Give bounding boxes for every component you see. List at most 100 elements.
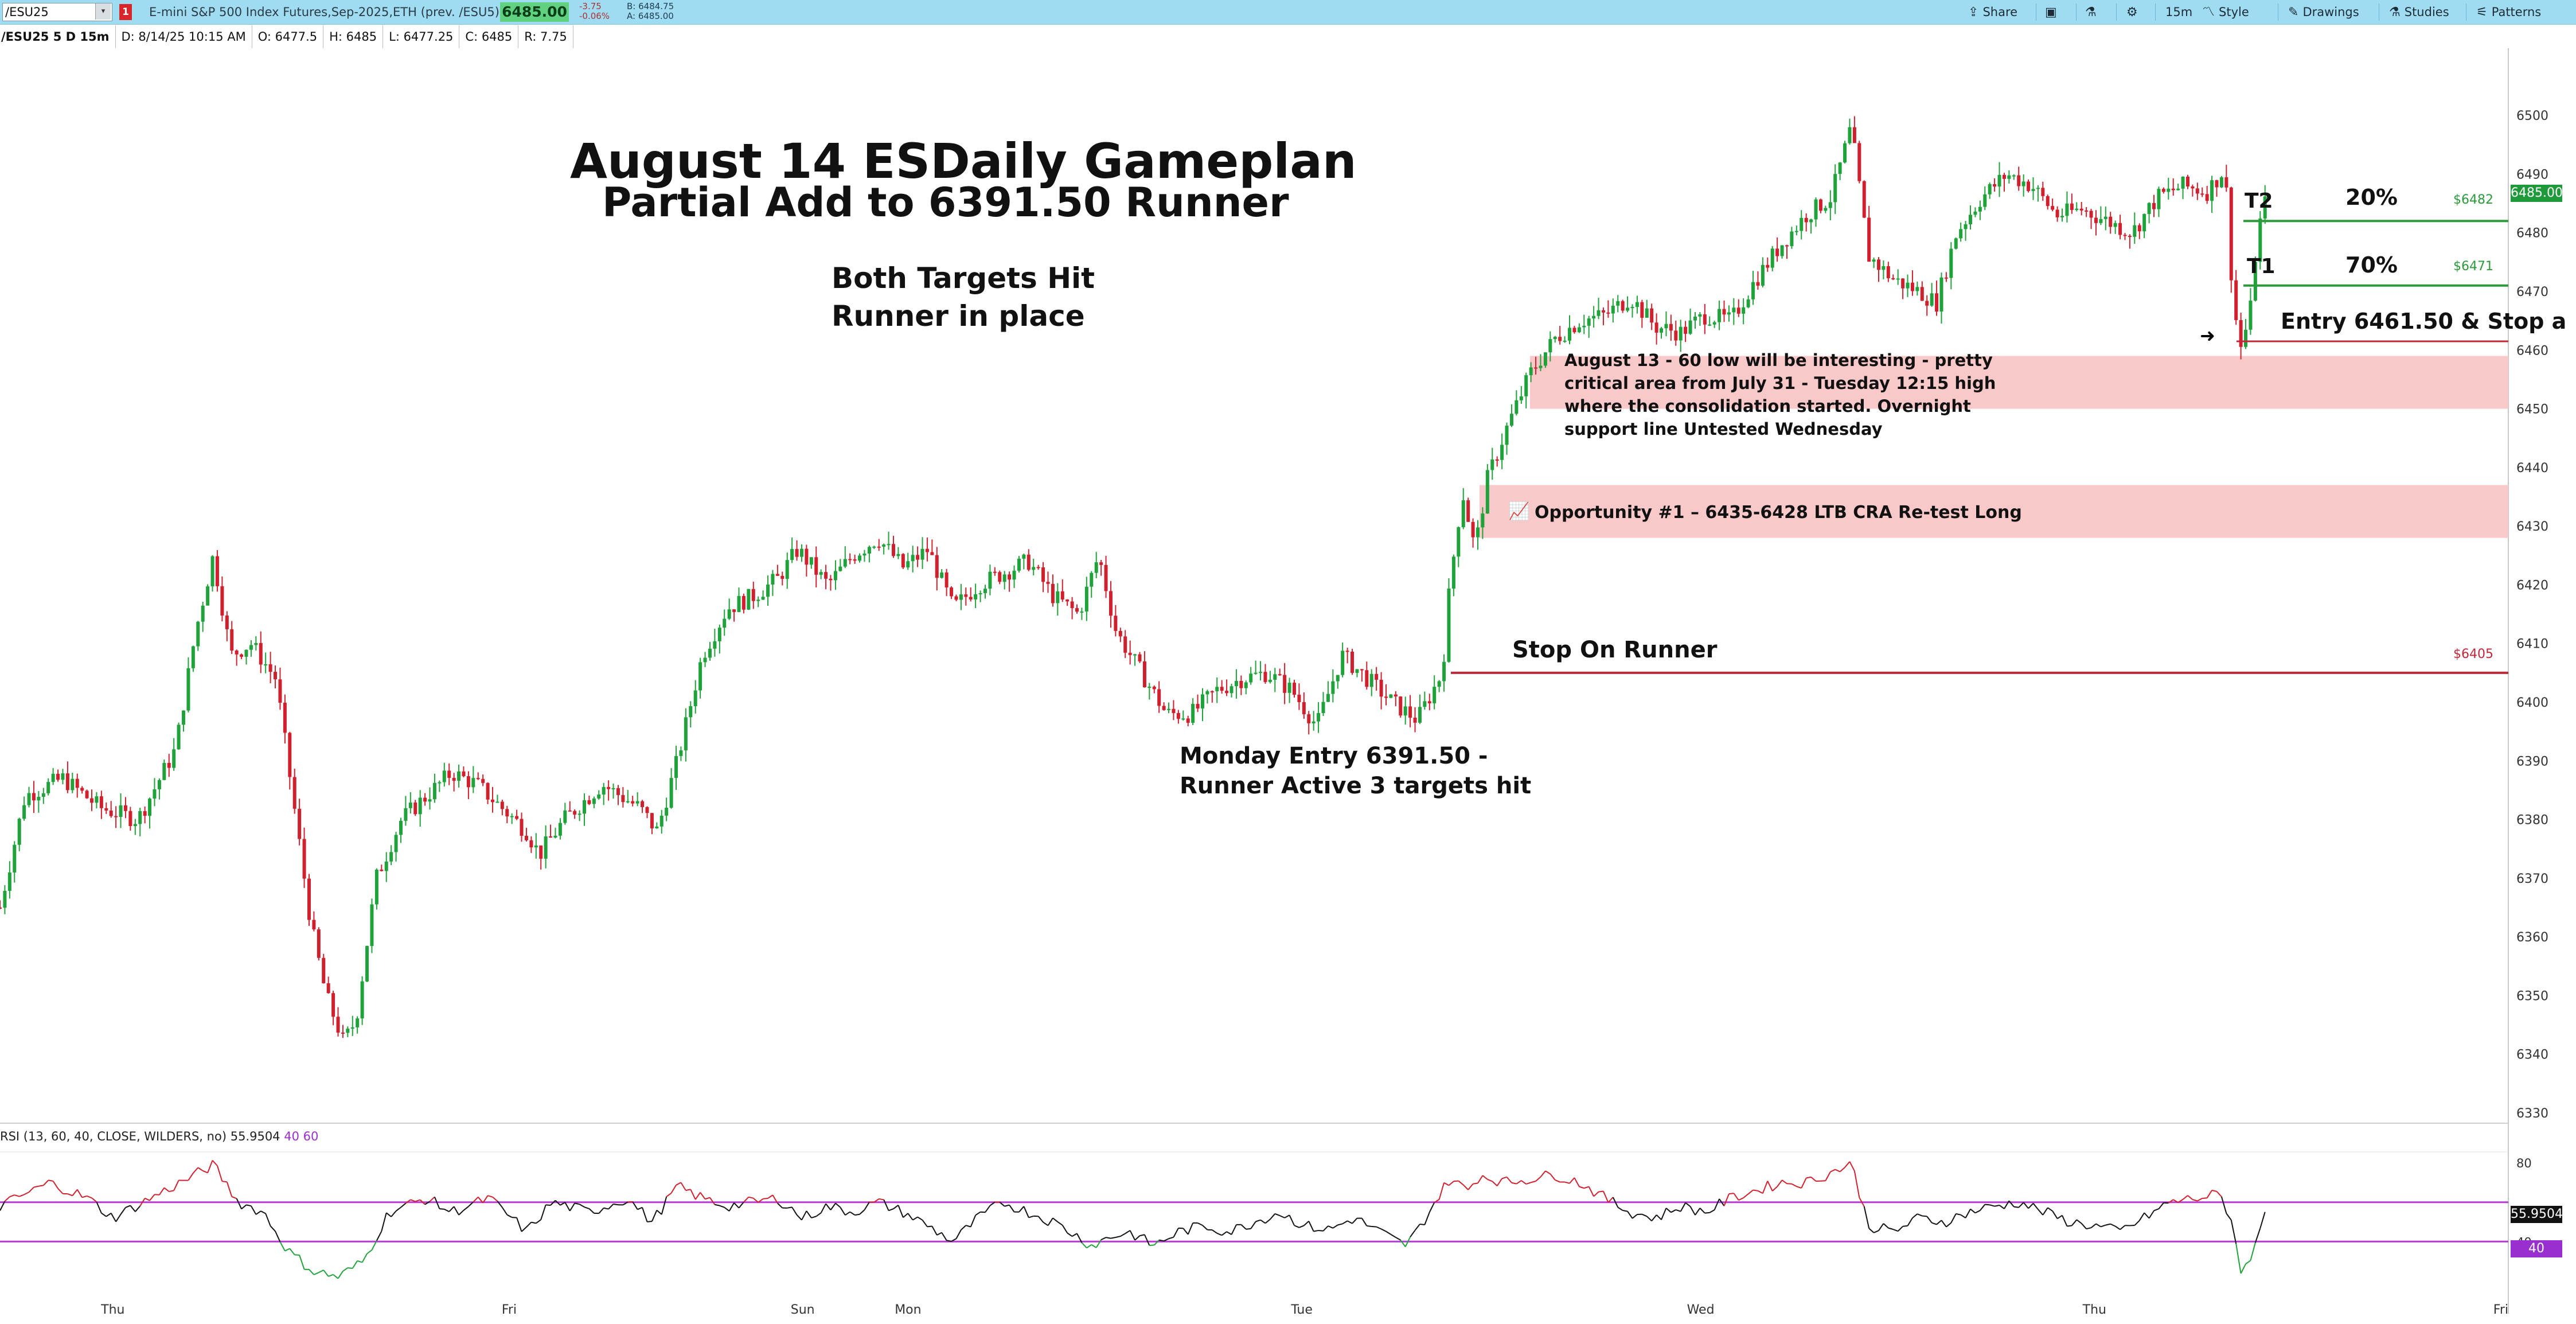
candle [2075,208,2079,211]
candle [2157,189,2161,209]
rsi-segment [787,1206,793,1209]
candle [46,782,50,793]
rsi-segment [1757,1190,1763,1194]
candle [713,641,717,649]
candle [2133,225,2137,237]
rsi-segment [1303,1220,1309,1226]
studies-button[interactable]: ⚗ Studies [2389,2,2449,22]
patterns-button[interactable]: ⚟ Patterns [2476,2,2541,22]
entry-arrow-icon: ➜ [2200,325,2215,346]
candle [1587,318,1591,326]
candle [901,554,905,568]
rsi-segment [758,1198,764,1203]
rsi-segment [724,1206,730,1212]
last-price-badge: 6485.00 [2511,185,2563,202]
candle [1094,562,1098,573]
candle [727,609,731,619]
rsi-segment [1448,1181,1454,1186]
rsi-segment [1970,1208,1976,1214]
candle [1756,282,1760,286]
candle [2224,177,2228,188]
rsi-segment [33,1185,39,1188]
rsi-segment [1888,1227,1894,1230]
rsi-segment [1781,1179,1787,1185]
rsi-segment [1723,1193,1730,1206]
candle [520,819,524,836]
rsi-segment [1607,1197,1614,1203]
candle [1568,328,1572,341]
candle [3,890,7,908]
flask-button[interactable]: ⚗ [2085,2,2101,22]
rsi-segment [1830,1169,1836,1173]
interval-button[interactable]: 15m [2165,2,2192,22]
drawings-button[interactable]: ✎ Drawings [2288,2,2359,22]
rsi-segment [337,1271,344,1279]
candle [374,869,378,905]
share-icon: ⇪ [1968,5,1979,20]
candle [1495,459,1499,461]
rsi-segment [801,1210,807,1221]
rsi-segment [391,1210,397,1217]
rsi-segment [1747,1189,1754,1195]
candle [13,844,17,873]
chart-settings-button[interactable]: ▣ [2045,2,2061,22]
rsi-segment [815,1212,822,1217]
candle [1123,636,1127,653]
rsi-study-label[interactable]: RSI (13, 60, 40, CLOSE, WILDERS, no) 55.… [0,1130,318,1143]
rsi-segment [1960,1214,1966,1218]
rsi-segment [2168,1199,2174,1204]
rsi-segment [207,1160,213,1173]
candle [1148,687,1152,688]
candle [1167,708,1171,710]
rsi-segment [2032,1203,2039,1210]
candle [123,805,127,811]
rsi-segment [1467,1183,1474,1190]
rsi-segment [1632,1214,1638,1219]
symbol-dropdown-icon[interactable]: ▾ [95,3,111,20]
rsi-segment [738,1201,744,1209]
candle [1882,266,1886,270]
rsi-segment [1728,1193,1734,1195]
rsi-segment [845,1211,850,1216]
candle [2109,216,2113,227]
rsi-segment [1226,1231,1232,1235]
candle [1577,327,1581,333]
rsi-segment [395,1206,401,1212]
style-button[interactable]: 〽 Style [2202,2,2249,22]
candle [336,1017,340,1033]
rsi-segment [936,1232,942,1236]
candle [1660,328,1664,333]
entry-label: Entry 6461.50 & Stop a [2281,309,2567,334]
alert-badge[interactable]: 1 [119,4,132,20]
candle [432,782,436,800]
rsi-segment [410,1199,416,1202]
candle [1746,299,1750,307]
candle [2161,189,2165,192]
rsi-segment [453,1206,459,1216]
symbol-input[interactable]: /ESU25 [2,3,112,21]
gear-button[interactable]: ⚙ [2126,2,2142,22]
candle [326,983,330,994]
rsi-segment [893,1205,899,1209]
rsi-segment [951,1238,957,1242]
candle [698,662,702,691]
candle [1529,367,1533,376]
rsi-segment [719,1205,725,1208]
rsi-level-high: 60 [303,1130,319,1143]
candle [2089,211,2093,218]
candle [2152,203,2156,209]
rsi-segment [1110,1237,1116,1239]
price-tick-label: 6470 [2516,285,2548,299]
candle [1205,691,1209,695]
rsi-segment [309,1269,315,1275]
candle [1070,601,1074,609]
candle [249,645,253,650]
candle [138,811,142,824]
candle [1862,181,1866,218]
rsi-segment [1463,1184,1469,1190]
rsi-segment [299,1255,305,1270]
share-button[interactable]: ⇪ Share [1968,2,2017,22]
rsi-segment [19,1194,25,1197]
candle [2147,203,2151,215]
